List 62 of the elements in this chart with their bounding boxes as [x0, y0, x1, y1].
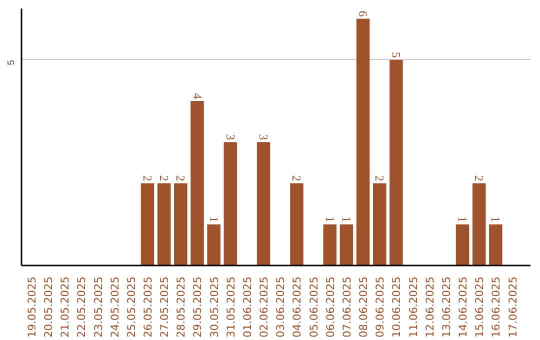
bar: [224, 142, 238, 266]
data-label: 2: [472, 175, 486, 182]
x-tick-label: 08.06.2025: [357, 276, 370, 338]
x-tick-label: 22.05.2025: [75, 276, 88, 338]
x-tick-label: 21.05.2025: [58, 276, 72, 338]
x-tick-label: 30.05.2025: [208, 276, 221, 338]
x-tick-label: 11.06.2025: [406, 276, 420, 338]
x-tick-label: 25.05.2025: [124, 276, 138, 338]
bar: [456, 224, 470, 266]
data-label: 4: [190, 93, 204, 100]
x-tick-label: 01.06.2025: [240, 276, 254, 338]
x-tick-label: 10.06.2025: [390, 276, 404, 338]
bar: [140, 183, 154, 266]
x-tick-label: 02.06.2025: [258, 276, 271, 338]
x-tick-label: 27.05.2025: [158, 276, 172, 338]
x-tick-label: 24.05.2025: [108, 276, 122, 338]
x-tick-label: 23.05.2025: [92, 276, 105, 338]
x-tick-label: 20.05.2025: [42, 276, 56, 338]
bar: [256, 142, 270, 266]
bar: [290, 183, 304, 266]
x-tick-label: 03.06.2025: [274, 276, 288, 338]
x-tick-label: 14.06.2025: [456, 276, 470, 338]
bar: [356, 18, 370, 266]
bar: [207, 224, 220, 266]
x-tick-label: 05.06.2025: [307, 276, 320, 338]
x-tick-label: 09.06.2025: [374, 276, 387, 338]
data-label: 5: [389, 52, 404, 58]
x-tick-label: 13.06.2025: [440, 276, 453, 338]
x-tick-label: 28.05.2025: [174, 276, 188, 338]
x-tick-label: 07.06.2025: [340, 276, 354, 338]
data-label: 3: [256, 134, 271, 140]
data-label: 3: [223, 134, 238, 140]
bar: [157, 183, 171, 266]
bar: [323, 224, 337, 266]
bar: [190, 101, 204, 266]
bar: [174, 183, 188, 266]
x-tick-label: 19.05.2025: [25, 276, 38, 338]
data-label: 6: [356, 10, 370, 17]
data-label: 2: [290, 175, 304, 182]
x-tick-label: 29.05.2025: [191, 276, 204, 338]
data-label: 2: [157, 175, 172, 182]
data-label: 2: [174, 175, 188, 182]
data-label: 1: [322, 216, 337, 222]
data-label: 1: [488, 216, 503, 222]
data-label: 2: [372, 175, 387, 182]
data-label: 1: [206, 216, 221, 222]
x-tick-label: 15.06.2025: [473, 276, 486, 338]
x-tick-label: 12.06.2025: [423, 276, 436, 338]
data-label: 1: [339, 216, 354, 222]
bar: [472, 183, 486, 266]
x-tick-label: 31.05.2025: [224, 276, 238, 338]
bar: [340, 224, 354, 266]
x-tick-label: 16.06.2025: [490, 276, 503, 338]
x-tick-label: 06.06.2025: [324, 276, 337, 338]
x-tick-label: 26.05.2025: [142, 276, 155, 338]
x-tick-label: 17.06.2025: [506, 276, 520, 338]
data-label: 1: [456, 216, 470, 222]
bar: [372, 183, 386, 266]
bar: [489, 224, 502, 266]
data-label: 2: [140, 175, 155, 182]
bar: [390, 60, 403, 266]
x-tick-label: 04.06.2025: [290, 276, 304, 338]
